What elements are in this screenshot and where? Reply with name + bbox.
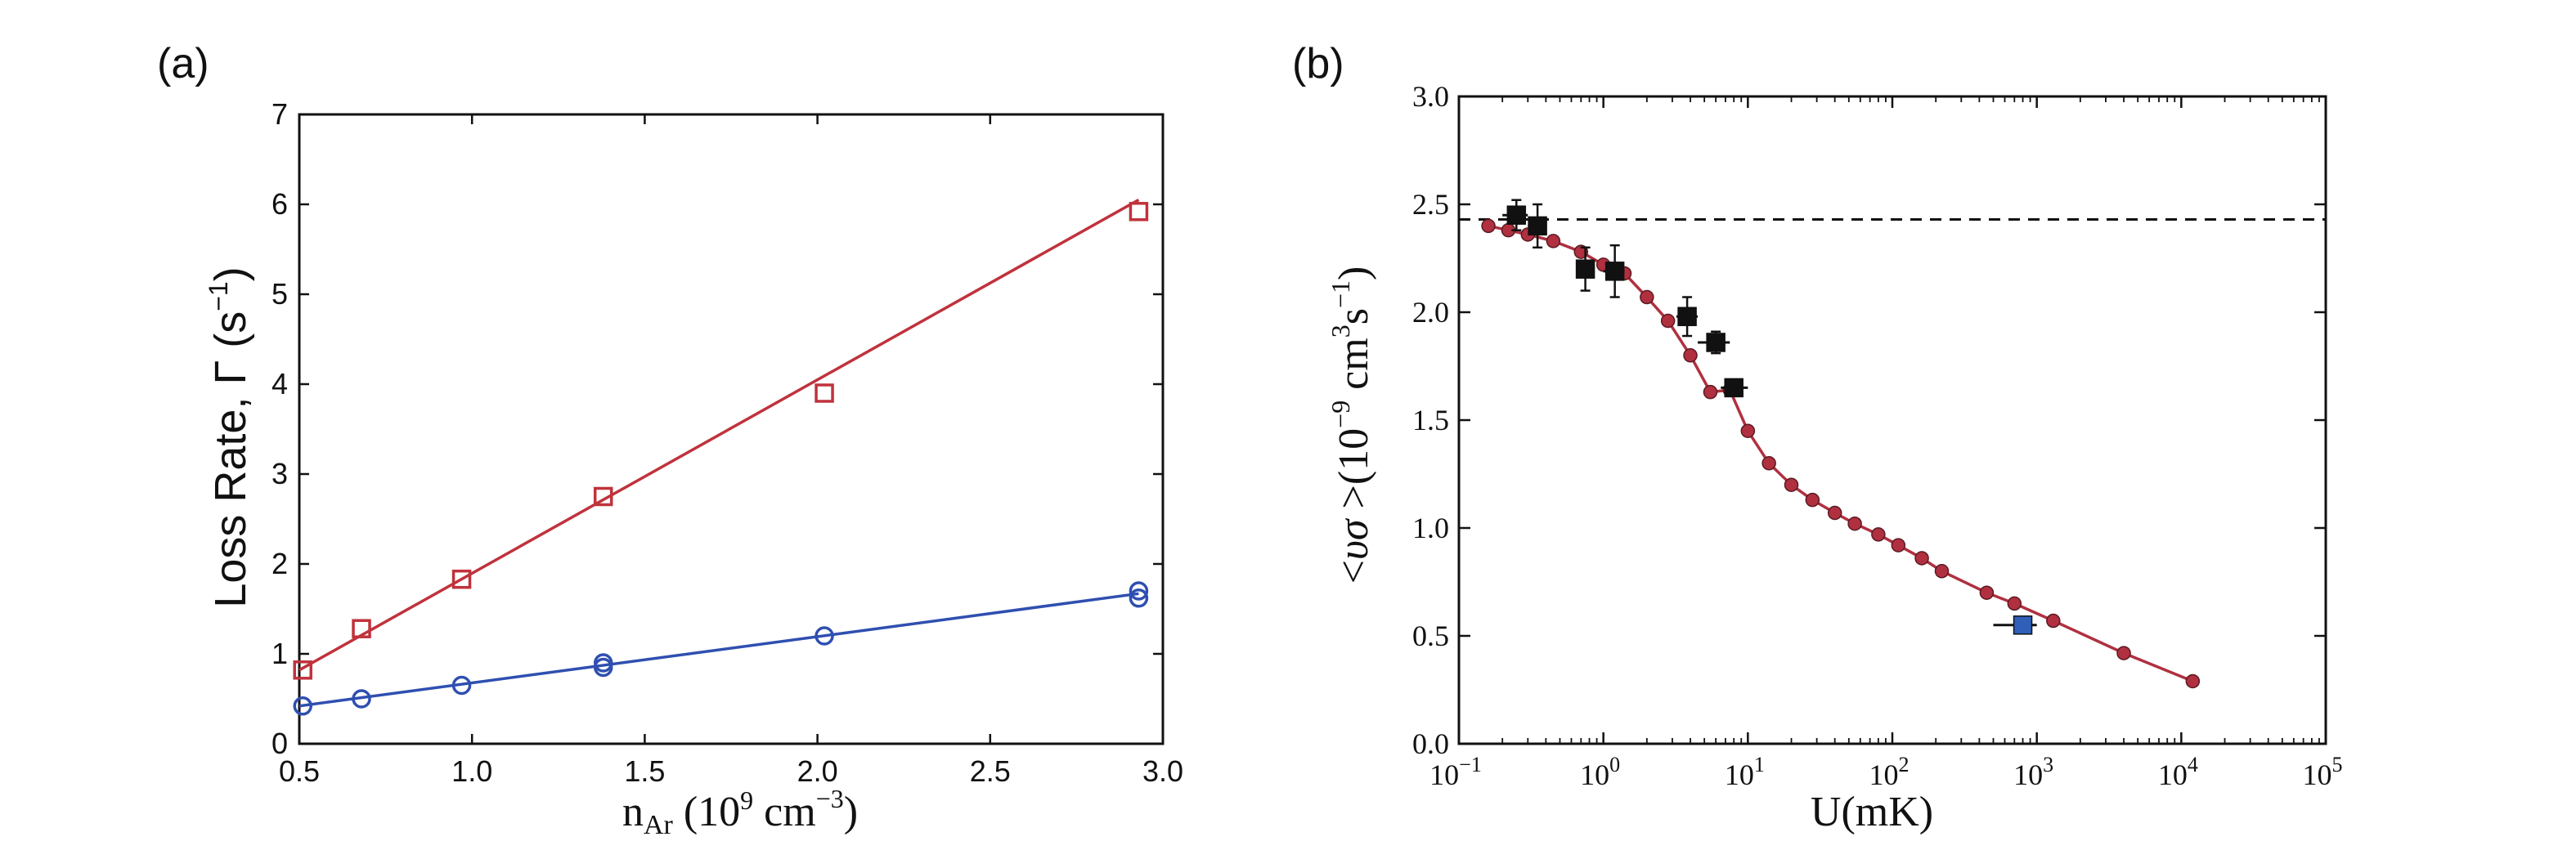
panel-a-square-point [815, 383, 834, 403]
panel-a-x-tick-label: 2.5 [970, 754, 1011, 788]
panel-a-x-axis-title: nAr (109 cm−3) [622, 784, 858, 840]
panel-b-curve-point [2116, 646, 2131, 660]
panel-b-y-tick-label: 2.0 [1412, 296, 1449, 329]
panel-b-y-tick-label: 1.5 [1412, 404, 1449, 436]
panel-b-y-tick-label: 1.0 [1412, 512, 1449, 544]
panel-b-y-axis-title: <υσ >(10−9 cm3s−1) [1326, 266, 1377, 584]
panel-b-data-square [1506, 205, 1527, 225]
panel-a-y-tick-label: 7 [272, 97, 288, 131]
panel-b-curve-point [1546, 234, 1561, 248]
panel-b-curve-point [1847, 516, 1862, 531]
panel-a-y-axis-title: Loss Rate, Γ (s−1) [204, 266, 255, 607]
panel-b-curve-point [2185, 673, 2201, 689]
panel-b-curve-point [1827, 505, 1842, 521]
panel-b-data-square [1575, 259, 1595, 279]
panel-a-y-tick-label: 1 [272, 637, 288, 670]
panel-a-fit-line-1 [298, 592, 1139, 708]
panel-a-square-point [451, 569, 472, 589]
panel-b-x-tick-label: 100 [1580, 753, 1620, 791]
panel-a-x-tick-label: 2.0 [797, 754, 838, 788]
panel-a-x-tick-label: 3.0 [1142, 754, 1183, 788]
panel-a-circle-point [293, 696, 312, 716]
panel-a-circle-point [815, 626, 834, 646]
panel-a-ticks: 0.5 1.0 1.5 2.0 2.5 3.0 0 1 2 3 4 5 6 7 [272, 97, 1183, 788]
panel-b-data-square [2013, 615, 2033, 635]
panel-a-fit-line-0 [298, 198, 1140, 672]
panel-b-data-square [1706, 333, 1726, 352]
panel-b-frame [1457, 95, 2327, 745]
panel-b-data-square [1528, 216, 1547, 236]
panel-b-plot-area [1457, 95, 2327, 745]
panel-a-circle-point [593, 653, 613, 673]
panel-b-curve-point [1640, 289, 1654, 305]
panel-b-label: (b) [1292, 40, 1344, 87]
panel-b-x-tick-label: 102 [1869, 753, 1910, 791]
panel-b-curve-point [1703, 384, 1718, 400]
panel-b-data-square [1724, 378, 1744, 398]
panel-b-x-tick-label: 103 [2013, 753, 2053, 791]
panel-a-square-point [352, 619, 371, 638]
panel-b-curve-point [1683, 348, 1698, 363]
panel-b-x-tick-label: 101 [1725, 753, 1765, 791]
panel-b-x-tick-label: 104 [2158, 753, 2198, 791]
panel-a-circle-point [1129, 588, 1149, 608]
panel-a-y-tick-label: 2 [272, 547, 288, 580]
panel-a-y-tick-label: 4 [272, 367, 288, 400]
panel-b-curve-line [1488, 224, 2193, 683]
panel-b-curve-point [1891, 538, 1906, 553]
panel-a-square-point [293, 660, 312, 680]
panel-b-x-tick-label: 10−1 [1429, 753, 1482, 791]
panel-a-circle-point [352, 689, 371, 709]
panel-b-curve-point [1914, 551, 1929, 566]
panel-a-label: (a) [157, 40, 209, 87]
panel-a-circle-point [451, 675, 472, 696]
panel-a-x-tick-label: 0.5 [279, 754, 320, 788]
panel-b-curve-point [1761, 456, 1776, 471]
panel-b-curve-point [1740, 423, 1756, 438]
panel-b-data-square [1677, 306, 1697, 327]
panel-b-curve-point [2046, 613, 2061, 629]
panel-a-y-tick-label: 6 [272, 187, 288, 221]
panel-b-data-square [1604, 262, 1625, 281]
panel-b-ticks: 10−1 100 101 102 103 104 105 0.0 0.5 1.0 1.5 2.0 2.5… [1412, 80, 2343, 791]
panel-b-y-tick-label: 0.0 [1412, 727, 1449, 760]
panel-b-curve-point [1934, 564, 1950, 579]
panel-b-curve-point [1481, 218, 1496, 234]
panel-b-curve-point [1979, 585, 1995, 600]
panel-a-plot-area [293, 113, 1165, 745]
panel-b-curve-point [1573, 244, 1589, 259]
panel-b-curve-point [1784, 477, 1799, 492]
panel-b: (b) 10−1 100 101 102 103 104 105 0.0 0.5 1.0 1.5 2.… [1292, 40, 2343, 835]
panel-b-curve-point [1660, 313, 1676, 329]
panel-b-curve-point [1871, 527, 1886, 542]
panel-b-y-tick-label: 2.5 [1412, 188, 1449, 221]
panel-a-x-tick-label: 1.0 [451, 754, 492, 788]
panel-b-y-tick-label: 0.5 [1412, 620, 1449, 652]
panel-a-y-tick-label: 3 [272, 457, 288, 490]
panel-a-square-point [1129, 202, 1149, 221]
panel-b-x-tick-label: 105 [2303, 753, 2343, 791]
panel-b-x-axis-title: U(mK) [1811, 789, 1933, 835]
panel-b-curve-point [1805, 492, 1820, 508]
panel-a-frame [298, 113, 1165, 745]
panel-a-x-tick-label: 1.5 [624, 754, 665, 788]
panel-a-circle-point [1129, 581, 1149, 601]
panel-b-curve-point [2007, 596, 2022, 611]
panel-b-y-tick-label: 3.0 [1412, 80, 1449, 113]
panel-a-y-tick-label: 0 [272, 727, 288, 760]
panel-a-square-point [593, 486, 613, 507]
panel-a-y-tick-label: 5 [272, 277, 288, 311]
panel-a: (a) 0.5 1.0 1.5 2.0 2.5 3.0 0 1 2 3 4 5 6 7 nAr (109 … [157, 40, 1183, 840]
